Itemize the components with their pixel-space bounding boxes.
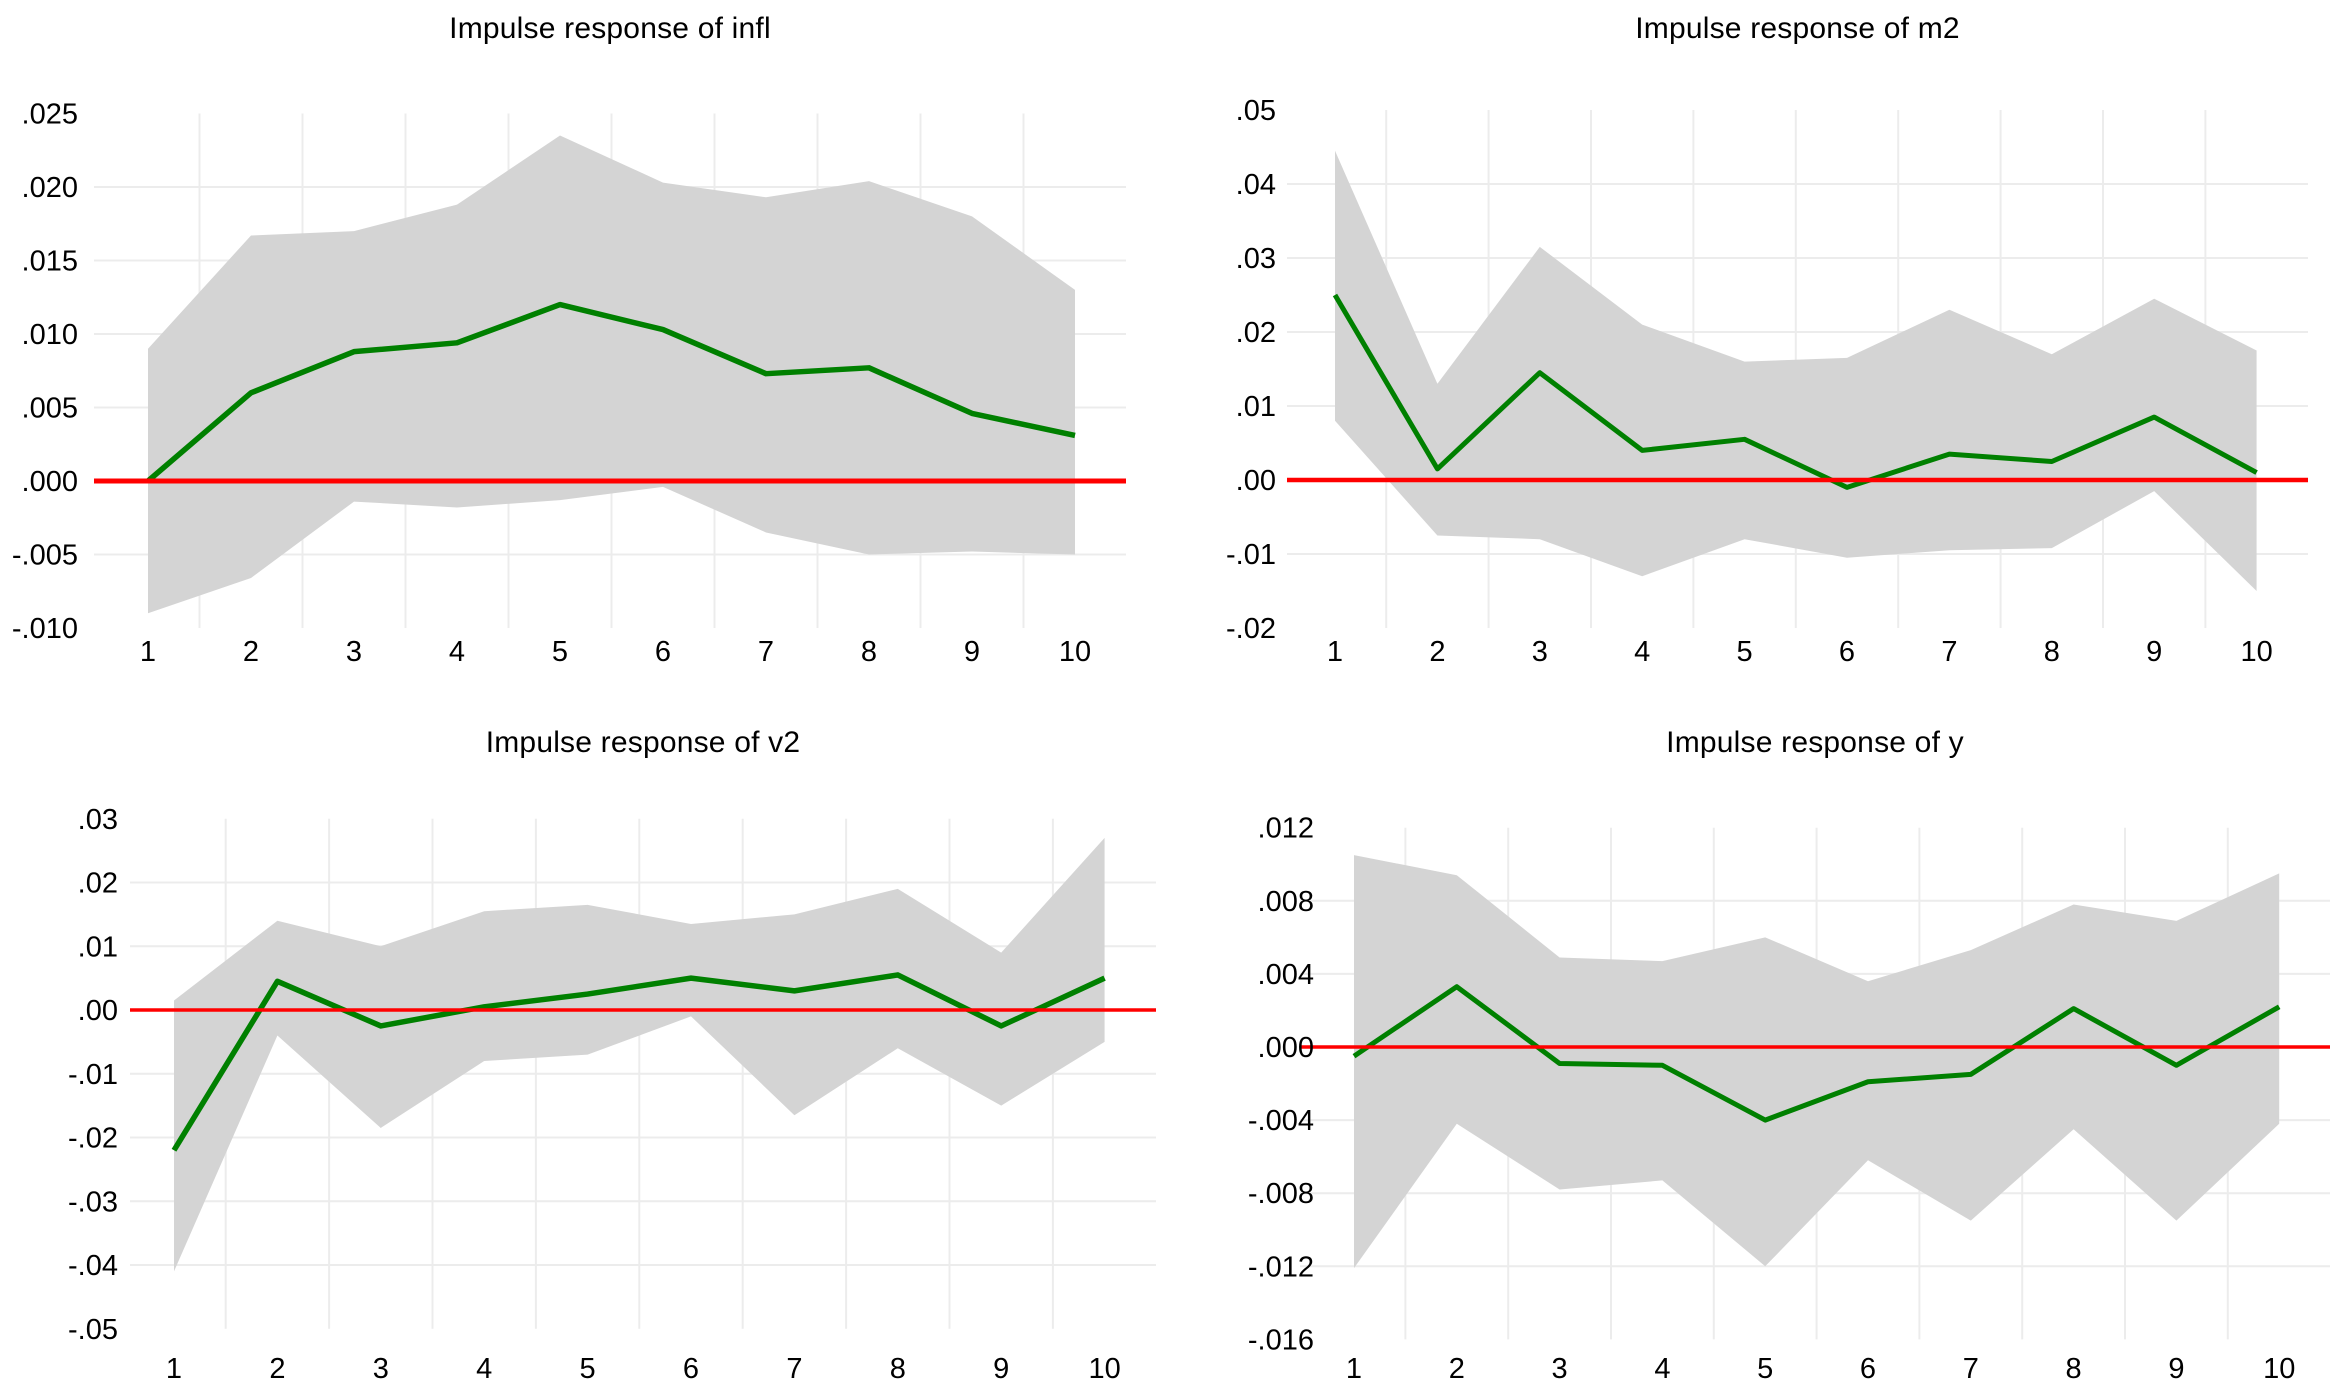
chart-v2: .03 .02 .01 .00 -.01 -.02 -.03 -.04 -.05 1 2 3 4 5 6 7 8…: [68, 804, 1156, 1385]
x-tick-label: 7: [786, 1353, 802, 1385]
x-tick-label: 3: [1532, 636, 1548, 668]
x-tick-label: 2: [243, 636, 259, 668]
panel-v2: .03 .02 .01 .00 -.01 -.02 -.03 -.04 -.05 1 2 3 4 5 6 7 8…: [0, 700, 1171, 1397]
x-tick-label: 10: [2263, 1353, 2295, 1385]
x-tick-label: 2: [1449, 1353, 1465, 1385]
y-tick-label: .00: [1236, 465, 1276, 497]
irf-line: [171, 972, 1106, 1152]
x-tick-label: 9: [2168, 1353, 2184, 1385]
x-tick-label: 8: [890, 1353, 906, 1385]
x-tick-label: 9: [2146, 636, 2162, 668]
y-tick-label: .05: [1236, 95, 1276, 127]
x-tick-label: 3: [346, 636, 362, 668]
y-tick-label: .04: [1236, 169, 1276, 201]
y-tick-label: .000: [1258, 1032, 1314, 1064]
x-tick-label: 6: [1839, 636, 1855, 668]
y-tick-label: .025: [22, 99, 78, 131]
y-tick-label: .02: [78, 868, 118, 900]
y-tick-label: -.02: [1226, 613, 1276, 645]
x-tick-label: 6: [1860, 1353, 1876, 1385]
panel-m2: .05 .04 .03 .02 .01 .00 -.01 -.02 1 2 3 4 5 6 7 8 9 10 Im…: [1172, 0, 2343, 700]
x-tick-label: 6: [683, 1353, 699, 1385]
x-tick-label: 7: [1941, 636, 1957, 668]
y-tick-label: -.04: [68, 1250, 118, 1282]
x-tick-label: 3: [373, 1353, 389, 1385]
x-tick-label: 10: [1088, 1353, 1120, 1385]
x-tick-label: 5: [552, 636, 568, 668]
x-tick-label: 9: [993, 1353, 1009, 1385]
y-tick-label: .004: [1258, 959, 1314, 991]
y-tick-label: .00: [78, 995, 118, 1027]
y-tick-label: .03: [78, 804, 118, 836]
y-tick-label: -.005: [12, 540, 78, 572]
x-tick-label: 4: [449, 636, 465, 668]
panel-y: .012 .008 .004 .000 -.004 -.008 -.012 -.016 1 2 3 4…: [1172, 700, 2343, 1397]
y-tick-label: -.004: [1248, 1105, 1314, 1137]
y-tick-label: -.010: [12, 613, 78, 645]
x-tick-label: 2: [1429, 636, 1445, 668]
x-tick-label: 4: [1654, 1353, 1670, 1385]
chart-m2: .05 .04 .03 .02 .01 .00 -.01 -.02 1 2 3 4 5 6 7 8 9 10: [1226, 95, 2308, 668]
x-tick-label: 5: [1737, 636, 1753, 668]
x-tick-label: 1: [140, 636, 156, 668]
x-tick-label: 6: [655, 636, 671, 668]
x-tick-label: 10: [1059, 636, 1091, 668]
chart-title-v2: Impulse response of v2: [485, 726, 801, 759]
y-tick-label: -.008: [1248, 1178, 1314, 1210]
y-tick-label: -.03: [68, 1186, 118, 1218]
y-tick-label: .020: [22, 172, 78, 204]
y-tick-label: -.01: [1226, 539, 1276, 571]
confidence-band: [174, 837, 1105, 1272]
irf-line: [146, 301, 1076, 484]
x-tick-label: 1: [1346, 1353, 1362, 1385]
x-tick-label: 7: [758, 636, 774, 668]
x-tick-label: 8: [861, 636, 877, 668]
x-tick-label: 8: [2066, 1353, 2082, 1385]
x-tick-label: 7: [1963, 1353, 1979, 1385]
y-tick-label: -.02: [68, 1123, 118, 1155]
y-tick-label: .000: [22, 466, 78, 498]
y-tick-label: -.012: [1248, 1251, 1314, 1283]
panel-infl: .025 .020 .015 .010 .005 .000 -.005 -.010 1 2 3 4 5 6…: [0, 0, 1171, 700]
y-tick-label: .010: [22, 319, 78, 351]
x-tick-label: 2: [269, 1353, 285, 1385]
confidence-band: [1354, 855, 2280, 1269]
chart-title-infl: Impulse response of infl: [449, 12, 771, 45]
x-tick-label: 9: [964, 636, 980, 668]
x-tick-label: 4: [1634, 636, 1650, 668]
x-tick-label: 5: [580, 1353, 596, 1385]
y-tick-label: .02: [1236, 317, 1276, 349]
x-tick-label: 10: [2240, 636, 2272, 668]
y-tick-label: .012: [1258, 813, 1314, 845]
y-tick-label: -.01: [68, 1059, 118, 1091]
y-tick-label: .01: [78, 931, 118, 963]
x-tick-label: 1: [166, 1353, 182, 1385]
x-tick-label: 3: [1552, 1353, 1568, 1385]
x-tick-label: 1: [1327, 636, 1343, 668]
x-tick-label: 5: [1757, 1353, 1773, 1385]
y-tick-label: .015: [22, 246, 78, 278]
chart-title-y: Impulse response of y: [1666, 726, 1964, 759]
y-tick-label: -.016: [1248, 1324, 1314, 1356]
y-tick-label: .03: [1236, 243, 1276, 275]
chart-y: .012 .008 .004 .000 -.004 -.008 -.012 -.016 1 2 3 4…: [1248, 813, 2330, 1385]
y-tick-label: -.05: [68, 1314, 118, 1346]
y-tick-label: .01: [1236, 391, 1276, 423]
confidence-band: [148, 135, 1075, 614]
chart-infl: .025 .020 .015 .010 .005 .000 -.005 -.010 1 2 3 4 5 6…: [12, 99, 1126, 668]
irf-line: [1352, 984, 2281, 1123]
x-tick-label: 4: [476, 1353, 492, 1385]
chart-title-m2: Impulse response of m2: [1635, 12, 1960, 45]
irf-line: [1332, 293, 2258, 490]
x-tick-label: 8: [2044, 636, 2060, 668]
y-tick-label: .008: [1258, 886, 1314, 918]
y-tick-label: .005: [22, 393, 78, 425]
